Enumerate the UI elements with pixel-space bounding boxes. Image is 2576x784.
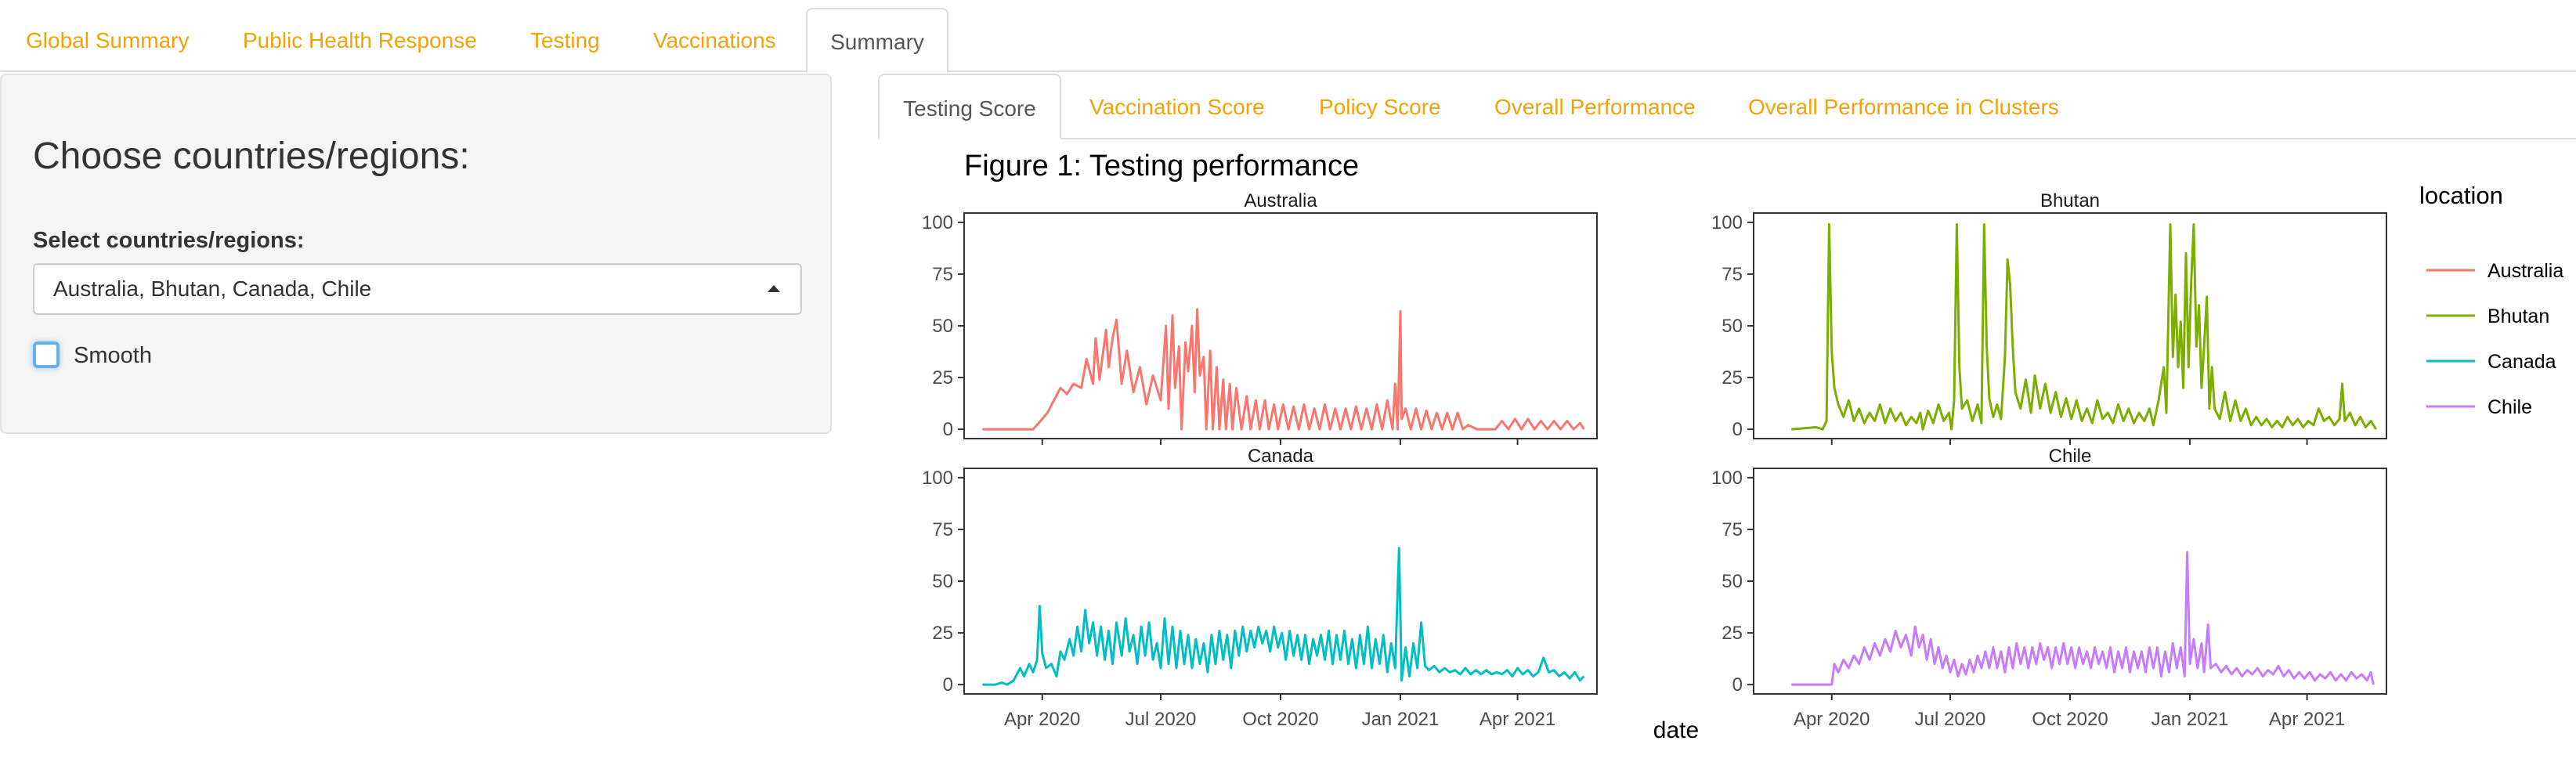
tab-global-summary[interactable]: Global Summary bbox=[26, 28, 190, 52]
country-select-value: Australia, Bhutan, Canada, Chile bbox=[53, 276, 372, 301]
panel-frame bbox=[963, 212, 1598, 439]
chart-title: Figure 1: Testing performance bbox=[964, 150, 1359, 182]
y-tick-label: 75 bbox=[932, 264, 953, 285]
facet-label: Canada bbox=[1248, 446, 1314, 467]
y-tick-label: 50 bbox=[1722, 571, 1743, 592]
subtab-vaccination-score[interactable]: Vaccination Score bbox=[1089, 95, 1265, 119]
series-line-australia bbox=[982, 308, 1585, 431]
smooth-checkbox[interactable] bbox=[33, 341, 60, 368]
y-tick-label: 50 bbox=[932, 571, 953, 592]
panel-frame bbox=[963, 468, 1598, 695]
facet-label: Australia bbox=[1244, 190, 1317, 211]
panel-frame bbox=[1753, 212, 2387, 439]
legend-label: Bhutan bbox=[2487, 305, 2549, 327]
y-tick-label: 75 bbox=[932, 519, 953, 540]
x-tick-label: Jul 2020 bbox=[1125, 709, 1197, 730]
subtab-overall-performance[interactable]: Overall Performance bbox=[1494, 95, 1696, 119]
subtab-testing-score[interactable]: Testing Score bbox=[878, 74, 1061, 139]
tab-vaccinations[interactable]: Vaccinations bbox=[653, 28, 776, 52]
x-tick-label: Oct 2020 bbox=[1242, 709, 1318, 730]
y-tick-label: 25 bbox=[932, 367, 953, 388]
y-tick-label: 100 bbox=[1711, 212, 1743, 233]
x-tick-label: Jul 2020 bbox=[1915, 709, 1986, 730]
y-tick-label: 100 bbox=[1711, 468, 1743, 489]
x-tick-label: Jan 2021 bbox=[2151, 709, 2229, 730]
y-tick-label: 50 bbox=[1722, 316, 1743, 337]
caret-up-icon bbox=[768, 285, 780, 292]
y-tick-label: 0 bbox=[943, 419, 953, 440]
facet-label: Chile bbox=[2049, 446, 2092, 467]
country-select[interactable]: Australia, Bhutan, Canada, Chile bbox=[33, 263, 802, 315]
y-tick-label: 75 bbox=[1722, 519, 1743, 540]
y-tick-label: 100 bbox=[922, 212, 953, 233]
x-axis-label: date bbox=[1653, 717, 1699, 743]
tab-testing[interactable]: Testing bbox=[530, 28, 600, 52]
series-line-chile bbox=[1791, 551, 2375, 686]
y-tick-label: 0 bbox=[1732, 419, 1743, 440]
y-tick-label: 0 bbox=[1732, 674, 1743, 695]
panel-frame bbox=[1753, 468, 2387, 695]
series-line-bhutan bbox=[1791, 223, 2377, 431]
sidebar-title: Choose countries/regions: bbox=[33, 135, 470, 177]
legend-title: location bbox=[2419, 182, 2503, 209]
y-tick-label: 75 bbox=[1722, 264, 1743, 285]
sidebar-panel: Choose countries/regions: Select countri… bbox=[0, 74, 832, 434]
x-tick-label: Apr 2021 bbox=[2269, 709, 2345, 730]
y-tick-label: 25 bbox=[1722, 623, 1743, 644]
select-label: Select countries/regions: bbox=[33, 228, 305, 253]
x-tick-label: Oct 2020 bbox=[2032, 709, 2108, 730]
tab-public-health-response[interactable]: Public Health Response bbox=[243, 28, 477, 52]
legend-label: Chile bbox=[2487, 396, 2532, 418]
legend-label: Canada bbox=[2487, 351, 2556, 373]
subtab-overall-performance-clusters[interactable]: Overall Performance in Clusters bbox=[1748, 95, 2059, 119]
y-tick-label: 0 bbox=[943, 674, 953, 695]
legend-label: Australia bbox=[2487, 260, 2563, 282]
smooth-checkbox-label[interactable]: Smooth bbox=[74, 343, 152, 368]
y-tick-label: 25 bbox=[932, 623, 953, 644]
x-tick-label: Apr 2020 bbox=[1004, 709, 1080, 730]
main-nav-tabs: Global Summary Public Health Response Te… bbox=[0, 0, 2576, 74]
y-tick-label: 100 bbox=[922, 468, 953, 489]
tab-summary[interactable]: Summary bbox=[806, 8, 948, 74]
facet-label: Bhutan bbox=[2040, 190, 2100, 211]
x-tick-label: Apr 2021 bbox=[1479, 709, 1555, 730]
series-line-canada bbox=[982, 547, 1585, 686]
sub-tabs-underline bbox=[878, 138, 2576, 139]
subtab-policy-score[interactable]: Policy Score bbox=[1319, 95, 1441, 119]
y-tick-label: 25 bbox=[1722, 367, 1743, 388]
x-tick-label: Apr 2020 bbox=[1794, 709, 1870, 730]
y-tick-label: 50 bbox=[932, 316, 953, 337]
x-tick-label: Jan 2021 bbox=[1362, 709, 1440, 730]
